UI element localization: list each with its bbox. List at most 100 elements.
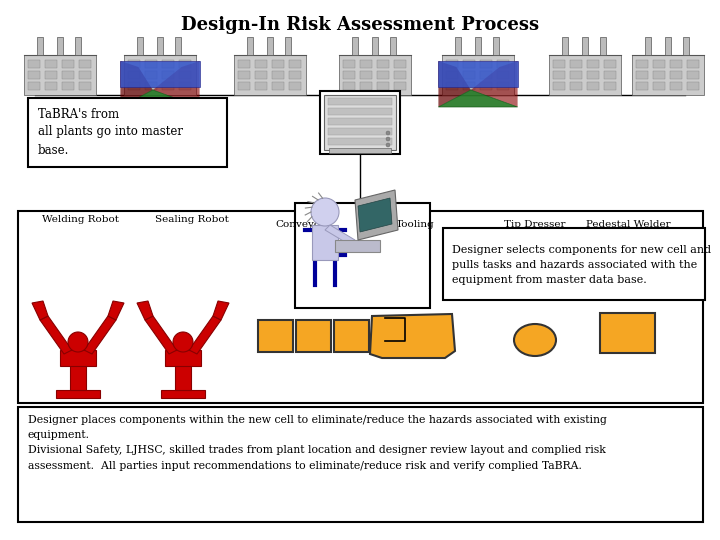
Polygon shape (40, 316, 72, 354)
FancyBboxPatch shape (446, 71, 458, 79)
Polygon shape (175, 363, 191, 390)
FancyBboxPatch shape (335, 240, 380, 252)
Text: Welding Robot: Welding Robot (42, 215, 119, 224)
Polygon shape (325, 225, 355, 245)
FancyBboxPatch shape (570, 60, 582, 68)
FancyBboxPatch shape (683, 37, 689, 55)
FancyBboxPatch shape (272, 82, 284, 90)
FancyBboxPatch shape (247, 37, 253, 55)
FancyBboxPatch shape (295, 203, 430, 308)
Circle shape (386, 131, 390, 135)
FancyBboxPatch shape (343, 82, 355, 90)
FancyBboxPatch shape (360, 60, 372, 68)
Polygon shape (438, 61, 518, 87)
Polygon shape (84, 316, 116, 354)
FancyBboxPatch shape (18, 407, 703, 522)
FancyBboxPatch shape (604, 71, 616, 79)
FancyBboxPatch shape (37, 37, 43, 55)
FancyBboxPatch shape (145, 71, 157, 79)
Text: Sealing Robot: Sealing Robot (155, 215, 229, 224)
FancyBboxPatch shape (687, 71, 699, 79)
Polygon shape (358, 198, 392, 232)
Circle shape (311, 198, 339, 226)
FancyBboxPatch shape (179, 82, 191, 90)
FancyBboxPatch shape (632, 55, 704, 95)
FancyBboxPatch shape (455, 37, 461, 55)
FancyBboxPatch shape (28, 82, 40, 90)
FancyBboxPatch shape (328, 98, 392, 105)
FancyBboxPatch shape (79, 71, 91, 79)
Polygon shape (32, 301, 48, 320)
FancyBboxPatch shape (334, 320, 369, 352)
Circle shape (386, 137, 390, 141)
FancyBboxPatch shape (553, 60, 565, 68)
FancyBboxPatch shape (238, 71, 250, 79)
FancyBboxPatch shape (320, 91, 400, 154)
FancyBboxPatch shape (137, 37, 143, 55)
FancyBboxPatch shape (475, 37, 481, 55)
FancyBboxPatch shape (570, 71, 582, 79)
Polygon shape (120, 90, 199, 107)
FancyBboxPatch shape (562, 37, 568, 55)
FancyBboxPatch shape (18, 211, 703, 403)
FancyBboxPatch shape (289, 82, 301, 90)
FancyBboxPatch shape (175, 37, 181, 55)
FancyBboxPatch shape (394, 82, 406, 90)
Circle shape (386, 143, 390, 147)
FancyBboxPatch shape (463, 60, 475, 68)
FancyBboxPatch shape (390, 37, 396, 55)
FancyBboxPatch shape (62, 82, 74, 90)
Polygon shape (120, 61, 199, 87)
FancyBboxPatch shape (587, 82, 599, 90)
FancyBboxPatch shape (45, 60, 57, 68)
FancyBboxPatch shape (463, 82, 475, 90)
FancyBboxPatch shape (255, 71, 267, 79)
FancyBboxPatch shape (79, 60, 91, 68)
FancyBboxPatch shape (289, 71, 301, 79)
FancyBboxPatch shape (157, 37, 163, 55)
FancyBboxPatch shape (272, 71, 284, 79)
FancyBboxPatch shape (497, 71, 509, 79)
FancyBboxPatch shape (62, 60, 74, 68)
Polygon shape (438, 90, 518, 107)
FancyBboxPatch shape (653, 71, 665, 79)
FancyBboxPatch shape (587, 71, 599, 79)
FancyBboxPatch shape (636, 71, 648, 79)
FancyBboxPatch shape (45, 82, 57, 90)
Text: Designer places components within the new cell to eliminate/reduce the hazards a: Designer places components within the ne… (28, 415, 607, 470)
FancyBboxPatch shape (79, 82, 91, 90)
FancyBboxPatch shape (267, 37, 273, 55)
FancyBboxPatch shape (497, 82, 509, 90)
Polygon shape (161, 390, 205, 398)
FancyBboxPatch shape (343, 71, 355, 79)
FancyBboxPatch shape (339, 55, 411, 95)
Polygon shape (312, 225, 338, 260)
FancyBboxPatch shape (328, 108, 392, 115)
FancyBboxPatch shape (446, 82, 458, 90)
Polygon shape (120, 61, 153, 107)
FancyBboxPatch shape (553, 82, 565, 90)
FancyBboxPatch shape (670, 82, 682, 90)
FancyBboxPatch shape (394, 71, 406, 79)
FancyBboxPatch shape (480, 60, 492, 68)
FancyBboxPatch shape (446, 60, 458, 68)
FancyBboxPatch shape (443, 228, 705, 300)
FancyBboxPatch shape (653, 60, 665, 68)
FancyBboxPatch shape (255, 82, 267, 90)
Polygon shape (153, 61, 199, 107)
FancyBboxPatch shape (549, 55, 621, 95)
Text: Tip Dresser: Tip Dresser (504, 220, 566, 229)
FancyBboxPatch shape (636, 82, 648, 90)
FancyBboxPatch shape (493, 37, 499, 55)
FancyBboxPatch shape (372, 37, 378, 55)
FancyBboxPatch shape (28, 60, 40, 68)
Polygon shape (438, 61, 471, 107)
FancyBboxPatch shape (343, 60, 355, 68)
FancyBboxPatch shape (394, 60, 406, 68)
FancyBboxPatch shape (653, 82, 665, 90)
Text: Conveyor: Conveyor (275, 220, 325, 229)
FancyBboxPatch shape (352, 37, 358, 55)
FancyBboxPatch shape (128, 60, 140, 68)
FancyBboxPatch shape (377, 82, 389, 90)
FancyBboxPatch shape (162, 82, 174, 90)
